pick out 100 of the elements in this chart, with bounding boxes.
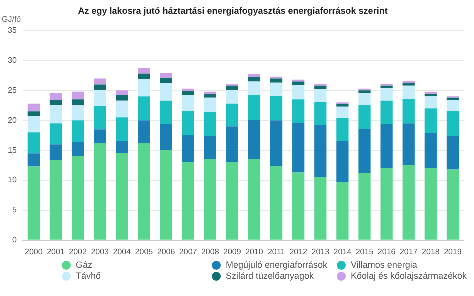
bar (270, 120, 283, 166)
legend-label: Villamos energia (351, 260, 418, 270)
bar (94, 84, 106, 90)
bar (28, 104, 40, 112)
bar (72, 142, 84, 157)
chart-title: Az egy lakosra jutó háztartási energiafogyasztás energiaforrások szerint (78, 6, 388, 16)
bar (292, 82, 305, 86)
x-tick-label: 2006 (157, 247, 176, 256)
bar (116, 95, 128, 101)
legend-label: Szilárd tüzelőanyagok (226, 271, 314, 281)
x-tick-label: 2010 (246, 247, 264, 256)
x-tick-label: 2019 (444, 247, 462, 256)
y-tick-label: 15 (8, 146, 18, 155)
y-tick-label: 30 (8, 56, 18, 65)
bar (424, 133, 437, 169)
x-tick-label: 2003 (91, 247, 110, 256)
bar (380, 88, 393, 101)
bar (292, 123, 305, 173)
bar (182, 111, 194, 135)
y-tick-label: 5 (12, 206, 18, 215)
x-tick-label: 2004 (113, 247, 132, 256)
x-tick-label: 2001 (47, 247, 66, 256)
bar (424, 108, 437, 134)
bar (380, 100, 393, 124)
bar (116, 140, 128, 153)
bar (72, 92, 84, 100)
x-tick-label: 2012 (290, 247, 308, 256)
bar (138, 143, 150, 240)
bar (226, 126, 238, 162)
bar (204, 160, 216, 240)
bar (28, 112, 40, 116)
bar (402, 166, 415, 240)
bar (138, 68, 150, 74)
bar (204, 98, 216, 112)
bar (50, 93, 62, 100)
bar (248, 74, 261, 78)
bar (358, 93, 371, 106)
bar (160, 124, 172, 150)
bar (446, 98, 460, 100)
x-tick-label: 2015 (356, 247, 374, 256)
bar (138, 79, 150, 97)
x-tick-label: 2007 (179, 247, 198, 256)
bar (424, 168, 437, 240)
bar (182, 95, 194, 112)
bar (314, 125, 327, 178)
bar (72, 156, 84, 240)
bar (292, 172, 305, 240)
bar (314, 86, 327, 90)
bar (94, 90, 106, 106)
x-tick-label: 2005 (135, 247, 154, 256)
bar (248, 82, 261, 96)
bar (226, 86, 238, 90)
bar (204, 136, 216, 160)
x-tick-label: 2018 (422, 247, 440, 256)
y-tick-label: 0 (12, 236, 18, 245)
x-tick-label: 2016 (378, 247, 396, 256)
bar (270, 78, 283, 83)
bar (50, 105, 62, 124)
bar (50, 144, 62, 160)
y-tick-label: 25 (8, 86, 18, 95)
bar (270, 96, 283, 121)
bar (94, 78, 106, 85)
y-tick-label: 10 (8, 176, 18, 185)
bar (160, 100, 172, 124)
bar (116, 100, 128, 118)
bar (446, 136, 460, 170)
bar (160, 150, 172, 240)
bar (28, 116, 40, 133)
bar (314, 178, 327, 240)
bar (116, 152, 128, 240)
x-tick-label: 2002 (69, 247, 88, 256)
bar (248, 95, 261, 120)
y-tick-label: 35 (8, 26, 18, 36)
bar (380, 86, 393, 88)
x-tick-label: 2014 (334, 247, 352, 256)
legend-label: Gáz (76, 260, 93, 270)
bar (424, 96, 437, 109)
bar (72, 100, 84, 106)
y-tick-label: 20 (8, 116, 18, 125)
bar (358, 105, 371, 130)
bar (336, 106, 349, 118)
bar (380, 124, 393, 169)
bar (94, 143, 106, 240)
bar (402, 99, 415, 124)
bar (72, 106, 84, 121)
bar (292, 100, 305, 124)
bar (182, 91, 194, 96)
bar (50, 124, 62, 145)
bar (138, 96, 150, 121)
bar (116, 118, 128, 141)
bar (226, 104, 238, 127)
bar (204, 94, 216, 98)
bar (336, 140, 349, 182)
bar (116, 90, 128, 96)
bar (138, 120, 150, 144)
bar (270, 166, 283, 240)
bar (28, 166, 40, 240)
x-tick-label: 2013 (312, 247, 330, 256)
bar (94, 106, 106, 130)
x-tick-label: 2000 (25, 247, 44, 256)
